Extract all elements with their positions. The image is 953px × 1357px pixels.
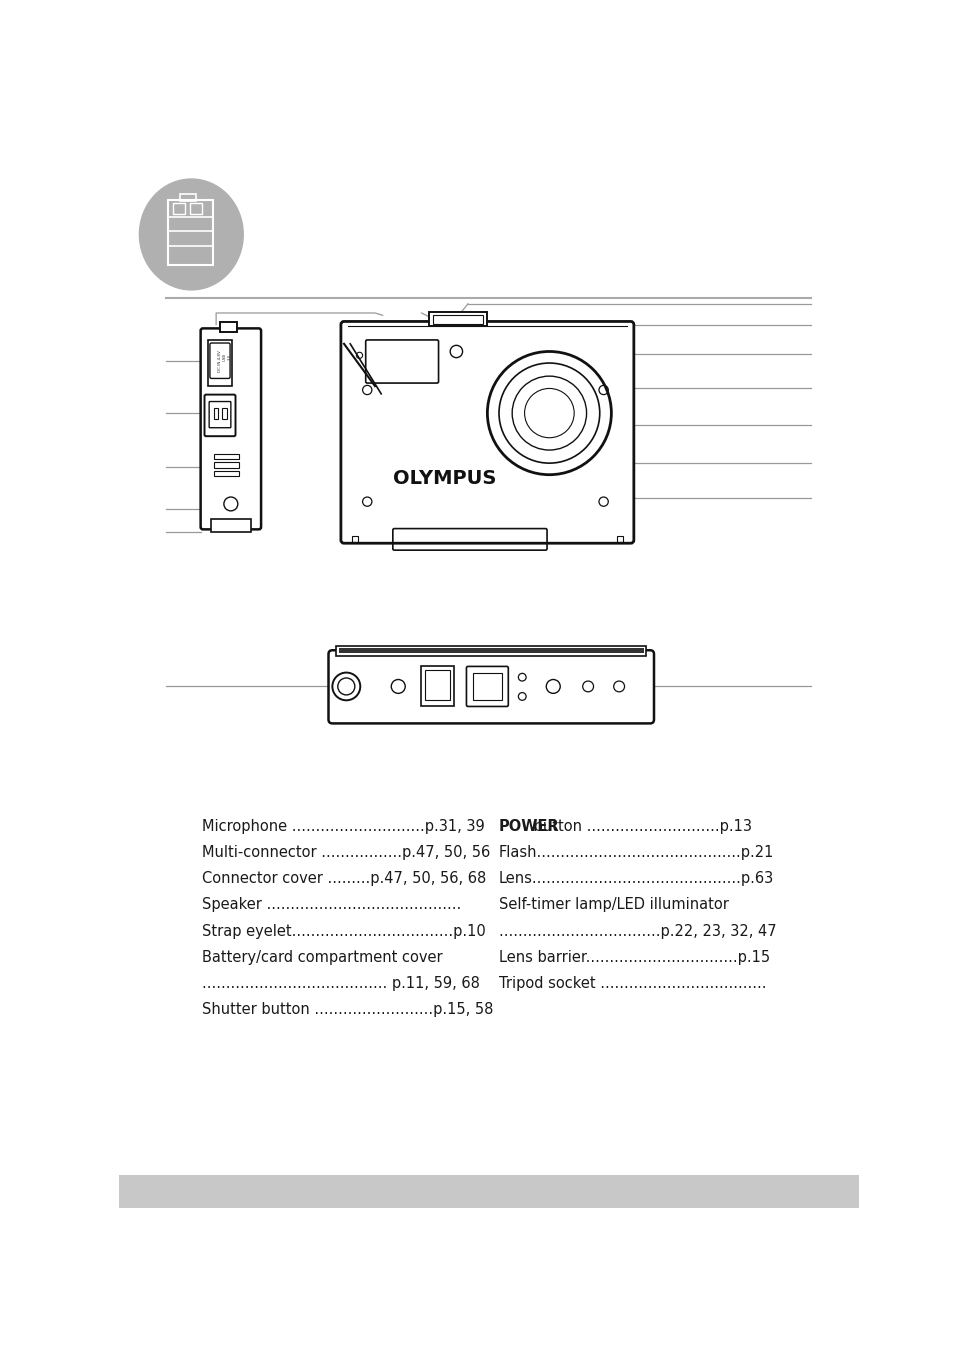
Text: Strap eyelet..................................p.10: Strap eyelet............................… <box>202 924 485 939</box>
Text: POWER: POWER <box>498 818 559 835</box>
Bar <box>211 520 251 532</box>
Text: Tripod socket ...................................: Tripod socket ..........................… <box>498 976 765 991</box>
FancyBboxPatch shape <box>209 402 231 427</box>
Bar <box>421 666 454 706</box>
Text: OLYMPUS: OLYMPUS <box>393 470 496 489</box>
Text: button ............................p.13: button ............................p.13 <box>529 818 751 835</box>
Text: Speaker .........................................: Speaker ................................… <box>202 897 461 912</box>
Bar <box>190 204 202 214</box>
Bar <box>425 669 450 700</box>
Bar <box>180 194 195 201</box>
Bar <box>335 646 645 655</box>
Text: Microphone ............................p.31, 39: Microphone ............................p… <box>202 818 484 835</box>
Bar <box>222 408 227 419</box>
FancyBboxPatch shape <box>200 328 261 529</box>
Text: Multi-connector .................p.47, 50, 56: Multi-connector .................p.47, 5… <box>202 845 490 860</box>
FancyBboxPatch shape <box>204 395 235 436</box>
Circle shape <box>332 673 360 700</box>
Bar <box>433 315 483 324</box>
Bar <box>220 322 236 332</box>
FancyBboxPatch shape <box>340 322 633 543</box>
Bar <box>213 471 238 476</box>
Text: Shutter button .........................p.15, 58: Shutter button .........................… <box>202 1001 493 1018</box>
Bar <box>338 647 643 653</box>
Ellipse shape <box>139 179 243 290</box>
Bar <box>352 536 357 541</box>
Text: Connector cover .........p.47, 50, 56, 68: Connector cover .........p.47, 50, 56, 6… <box>202 871 486 886</box>
FancyBboxPatch shape <box>328 650 654 723</box>
Bar <box>617 536 622 541</box>
Bar <box>213 463 238 468</box>
Bar <box>119 1175 858 1208</box>
Bar <box>213 408 218 419</box>
Text: Battery/card compartment cover: Battery/card compartment cover <box>202 950 442 965</box>
Bar <box>172 204 185 214</box>
Text: Lens............................................p.63: Lens....................................… <box>498 871 774 886</box>
Bar <box>472 673 501 700</box>
Bar <box>168 199 213 265</box>
Text: Flash...........................................p.21: Flash...................................… <box>498 845 774 860</box>
Text: ....................................... p.11, 59, 68: ....................................... … <box>202 976 479 991</box>
FancyBboxPatch shape <box>210 343 230 379</box>
Text: DC IN 4.8V: DC IN 4.8V <box>218 350 222 372</box>
Text: ..................................p.22, 23, 32, 47: ..................................p.22, … <box>498 924 776 939</box>
Bar <box>208 341 233 387</box>
Text: Self-timer lamp/LED illuminator: Self-timer lamp/LED illuminator <box>498 897 728 912</box>
Text: Lens barrier................................p.15: Lens barrier............................… <box>498 950 769 965</box>
Bar <box>429 312 487 326</box>
Text: USB
3.0: USB 3.0 <box>222 353 231 361</box>
Bar <box>213 453 238 459</box>
